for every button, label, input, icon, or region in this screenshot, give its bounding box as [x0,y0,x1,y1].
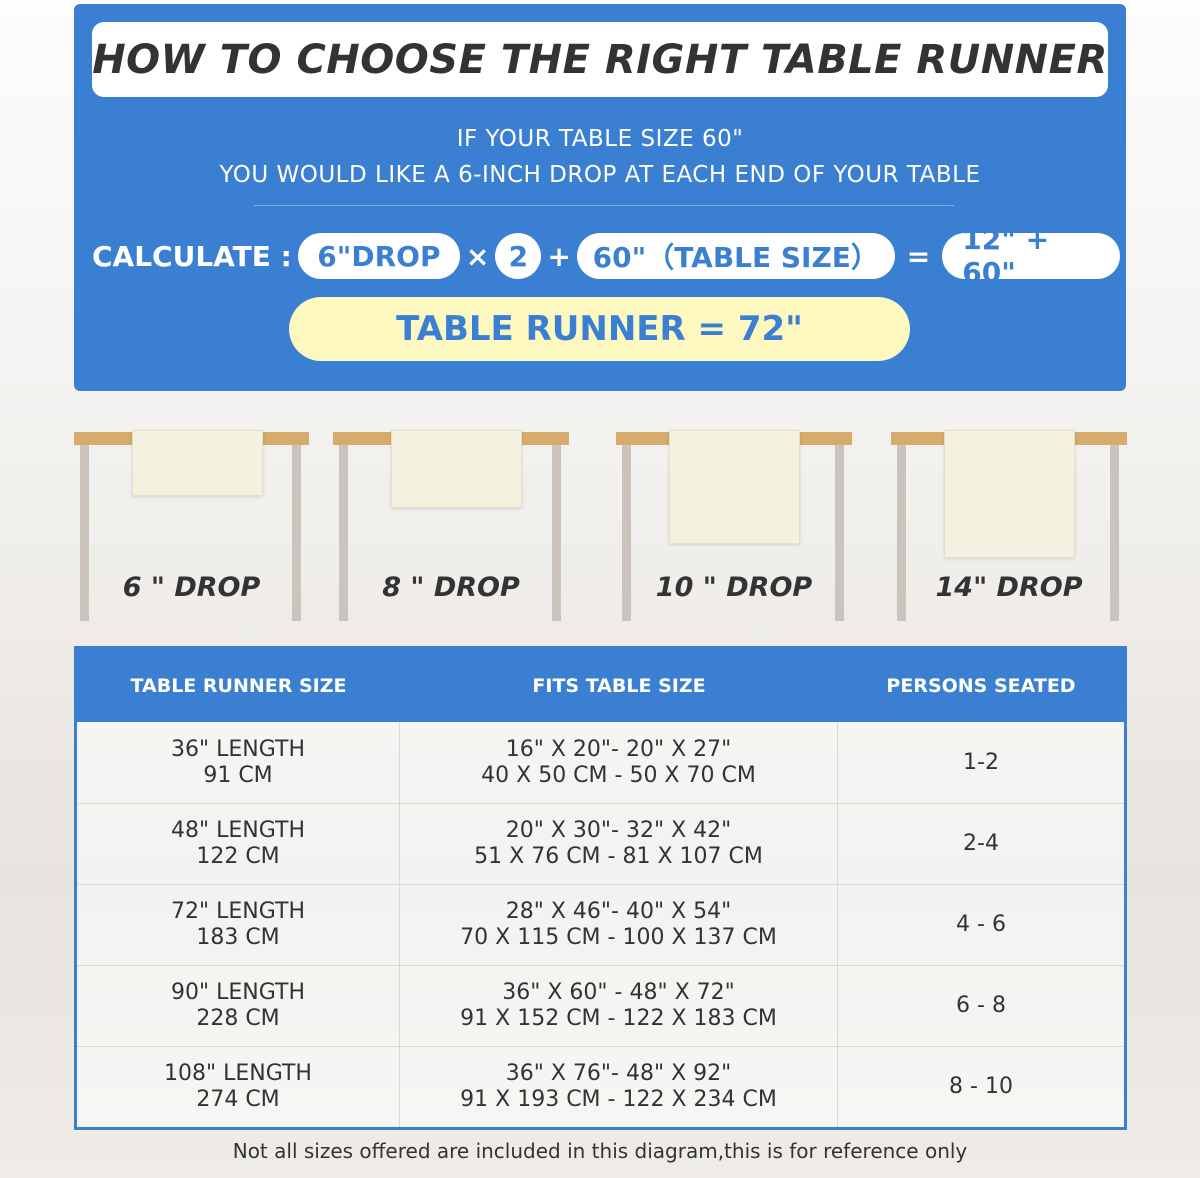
table-leg [1110,445,1119,621]
size-cm: 228 CM [196,1006,280,1031]
header-runner-size: TABLE RUNNER SIZE [130,674,347,697]
fit-inches: 28" X 46"- 40" X 54" [505,899,732,924]
calculate-label: CALCULATE : [92,239,292,273]
table-row: 108" LENGTH 274 CM 36" X 76"- 48" X 92" 91… [77,1046,1124,1127]
fit-cm: 40 X 50 CM - 50 X 70 CM [481,762,756,788]
drop-illustration-8: 8 " DROP [333,430,569,622]
table-size-pill: 60"（TABLE SIZE） [576,233,895,279]
persons-cell: 6 - 8 [956,993,1006,1018]
factor-pill: 2 [495,233,542,279]
table-row: 90" LENGTH 228 CM 36" X 60" - 48" X 72" 91… [77,965,1124,1046]
persons-cell: 8 - 10 [949,1074,1013,1099]
times-sign: × [465,239,490,273]
runner-size-cell: 90" LENGTH 228 CM [77,966,400,1046]
drop-label: 14" DROP [935,572,1083,603]
drop-label: 6 " DROP [122,572,261,603]
size-cm: 91 CM [203,762,273,788]
size-table: TABLE RUNNER SIZE FITS TABLE SIZE PERSON… [74,646,1127,1130]
size-inches: 72" LENGTH [171,899,305,924]
plus-sign: + [547,239,571,273]
size-inches: 48" LENGTH [171,818,305,843]
table-runner [944,430,1075,558]
fits-size-cell: 28" X 46"- 40" X 54" 70 X 115 CM - 100 X … [400,885,838,965]
table-leg [897,445,906,621]
fit-inches: 36" X 60" - 48" X 72" [502,980,735,1005]
size-inches: 108" LENGTH [164,1061,312,1086]
example-line-1: IF YOUR TABLE SIZE 60" [456,126,744,152]
drop-label: 8 " DROP [382,572,520,603]
table-runner [669,430,800,544]
fit-cm: 91 X 152 CM - 122 X 183 CM [460,1006,777,1031]
runner-size-cell: 108" LENGTH 274 CM [77,1047,400,1127]
fits-size-cell: 20" X 30"- 32" X 42" 51 X 76 CM - 81 X 10… [400,804,838,884]
header-persons-seated: PERSONS SEATED [886,674,1076,697]
persons-cell: 1-2 [963,749,999,775]
sum-pill: 12" + 60" [942,223,1121,289]
persons-cell: 4 - 6 [956,912,1006,937]
drop-pill: 6"DROP [297,233,460,279]
table-leg [339,445,348,621]
table-runner [132,430,263,496]
fit-inches: 20" X 30"- 32" X 42" [505,818,732,843]
drop-label: 10 " DROP [655,572,813,603]
table-leg [835,445,844,621]
example-line-2: YOU WOULD LIKE A 6-INCH DROP AT EACH END… [219,162,981,188]
drop-illustration-10: 10 " DROP [616,430,852,622]
fits-size-cell: 16" X 20"- 20" X 27" 40 X 50 CM - 50 X 70… [400,722,838,803]
runner-size-cell: 48" LENGTH 122 CM [77,804,400,884]
table-row: 72" LENGTH 183 CM 28" X 46"- 40" X 54" 70 … [77,884,1124,965]
size-cm: 183 CM [196,925,280,950]
persons-cell: 2-4 [963,831,999,856]
fit-cm: 70 X 115 CM - 100 X 137 CM [460,925,777,950]
table-leg [292,445,301,621]
header-fits-table-size: FITS TABLE SIZE [532,674,706,697]
fits-size-cell: 36" X 60" - 48" X 72" 91 X 152 CM - 122 X… [400,966,838,1046]
table-leg [552,445,561,621]
page-title: HOW TO CHOOSE THE RIGHT TABLE RUNNER [92,22,1108,97]
size-cm: 274 CM [196,1087,280,1112]
drop-illustration-14: 14" DROP [891,430,1127,622]
footnote: Not all sizes offered are included in th… [232,1139,968,1163]
size-inches: 36" LENGTH [171,736,305,762]
runner-size-cell: 72" LENGTH 183 CM [77,885,400,965]
table-row: 36" LENGTH 91 CM 16" X 20"- 20" X 27" 40 X… [77,722,1124,803]
size-inches: 90" LENGTH [171,980,305,1005]
divider [254,205,954,206]
fits-size-cell: 36" X 76"- 48" X 92" 91 X 193 CM - 122 X … [400,1047,838,1127]
table-header: TABLE RUNNER SIZE FITS TABLE SIZE PERSON… [77,649,1124,722]
fit-cm: 51 X 76 CM - 81 X 107 CM [474,844,763,869]
calculation-panel: HOW TO CHOOSE THE RIGHT TABLE RUNNER IF … [74,4,1126,391]
calculation-row: CALCULATE : 6"DROP × 2 + 60"（TABLE SIZE）… [92,223,1121,289]
table-leg [80,445,89,621]
equals-sign: = [906,239,931,273]
fit-inches: 16" X 20"- 20" X 27" [505,736,732,762]
fit-cm: 91 X 193 CM - 122 X 234 CM [460,1087,777,1112]
result-pill: TABLE RUNNER = 72" [289,297,910,361]
runner-size-cell: 36" LENGTH 91 CM [77,722,400,803]
table-row: 48" LENGTH 122 CM 20" X 30"- 32" X 42" 51 … [77,803,1124,884]
size-cm: 122 CM [196,844,280,869]
drop-illustration-6: 6 " DROP [74,430,309,622]
table-leg [622,445,631,621]
table-runner [391,430,522,508]
fit-inches: 36" X 76"- 48" X 92" [505,1061,732,1086]
